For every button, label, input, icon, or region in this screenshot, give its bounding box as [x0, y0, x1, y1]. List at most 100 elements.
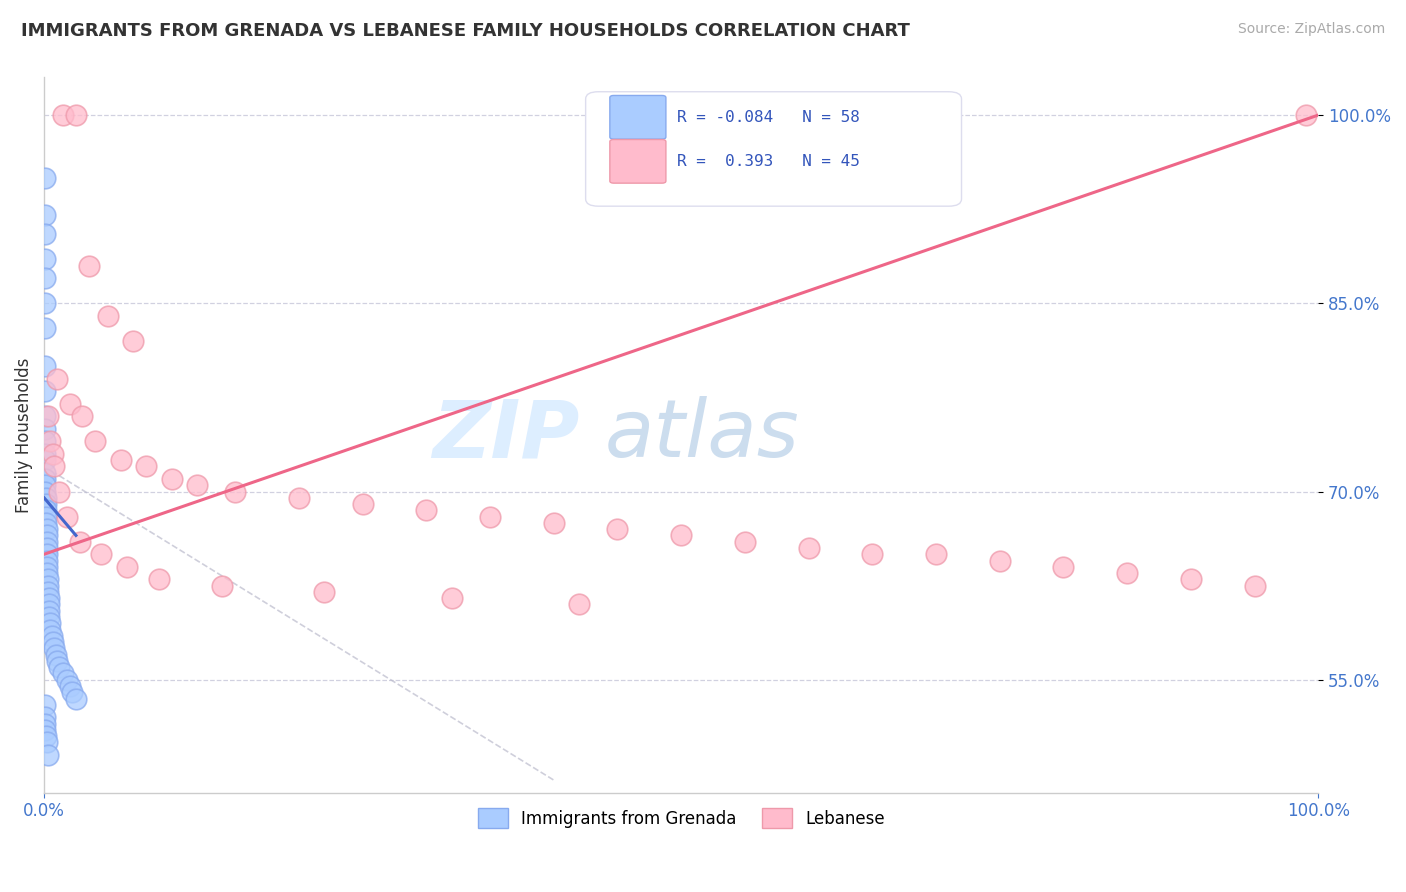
Point	[39, 616, 62, 631]
Point	[34, 447, 56, 461]
Point	[44, 459, 66, 474]
Point	[1116, 566, 1139, 580]
Point	[52, 108, 75, 122]
Point	[39, 434, 62, 449]
Point	[56, 509, 79, 524]
Point	[58, 679, 80, 693]
Point	[34, 466, 56, 480]
Point	[34, 170, 56, 185]
Point	[34, 434, 56, 449]
Point	[34, 359, 56, 373]
Point	[479, 509, 502, 524]
Point	[48, 484, 70, 499]
Point	[37, 409, 59, 424]
Point	[568, 598, 591, 612]
Point	[37, 553, 59, 567]
FancyBboxPatch shape	[586, 92, 962, 206]
Point	[925, 547, 948, 561]
Point	[34, 710, 56, 724]
Point	[37, 585, 59, 599]
Point	[37, 559, 59, 574]
Point	[34, 227, 56, 242]
Point	[415, 503, 437, 517]
Point	[186, 478, 208, 492]
Point	[1295, 108, 1317, 122]
Point	[35, 491, 58, 505]
Point	[72, 409, 94, 424]
Point	[45, 648, 67, 662]
Point	[148, 572, 170, 586]
Point	[41, 629, 63, 643]
Point	[34, 271, 56, 285]
Point	[34, 478, 56, 492]
Point	[988, 553, 1011, 567]
Point	[38, 591, 60, 606]
Point	[110, 453, 132, 467]
Point	[34, 384, 56, 398]
Point	[35, 729, 58, 743]
Point	[34, 484, 56, 499]
Point	[45, 371, 67, 385]
Text: ZIP: ZIP	[432, 396, 579, 474]
Text: atlas: atlas	[605, 396, 800, 474]
Point	[38, 598, 60, 612]
Point	[44, 641, 66, 656]
Point	[35, 497, 58, 511]
Point	[135, 459, 157, 474]
Point	[77, 259, 100, 273]
Point	[35, 503, 58, 517]
Point	[606, 522, 628, 536]
Point	[1052, 559, 1074, 574]
Point	[52, 666, 75, 681]
Point	[440, 591, 463, 606]
Point	[97, 309, 120, 323]
Point	[34, 698, 56, 712]
Point	[42, 635, 65, 649]
Text: Source: ZipAtlas.com: Source: ZipAtlas.com	[1237, 22, 1385, 37]
Point	[38, 610, 60, 624]
FancyBboxPatch shape	[610, 95, 666, 139]
Point	[39, 623, 62, 637]
Legend: Immigrants from Grenada, Lebanese: Immigrants from Grenada, Lebanese	[471, 802, 891, 834]
Text: IMMIGRANTS FROM GRENADA VS LEBANESE FAMILY HOUSEHOLDS CORRELATION CHART: IMMIGRANTS FROM GRENADA VS LEBANESE FAMI…	[21, 22, 910, 40]
Point	[35, 541, 58, 555]
Point	[35, 509, 58, 524]
Point	[37, 579, 59, 593]
Point	[35, 547, 58, 561]
Point	[48, 660, 70, 674]
Point	[669, 528, 692, 542]
Text: R = -0.084   N = 58: R = -0.084 N = 58	[678, 110, 860, 125]
Text: R =  0.393   N = 45: R = 0.393 N = 45	[678, 153, 860, 169]
Point	[734, 534, 756, 549]
Point	[34, 422, 56, 436]
Point	[45, 654, 67, 668]
Point	[314, 585, 336, 599]
FancyBboxPatch shape	[610, 139, 666, 183]
Point	[35, 522, 58, 536]
Y-axis label: Family Households: Family Households	[15, 358, 32, 513]
Point	[65, 691, 87, 706]
Point	[38, 604, 60, 618]
Point	[35, 534, 58, 549]
Point	[34, 716, 56, 731]
Point	[90, 547, 112, 561]
Point	[34, 453, 56, 467]
Point	[58, 397, 80, 411]
Point	[34, 252, 56, 267]
Point	[34, 321, 56, 335]
Point	[35, 528, 58, 542]
Point	[37, 747, 59, 762]
Point	[34, 472, 56, 486]
Point	[56, 673, 79, 687]
Point	[60, 685, 83, 699]
Point	[34, 723, 56, 737]
Point	[34, 409, 56, 424]
Point	[115, 559, 138, 574]
Point	[34, 209, 56, 223]
Point	[211, 579, 233, 593]
Point	[352, 497, 374, 511]
Point	[543, 516, 565, 530]
Point	[37, 572, 59, 586]
Point	[34, 296, 56, 310]
Point	[1180, 572, 1202, 586]
